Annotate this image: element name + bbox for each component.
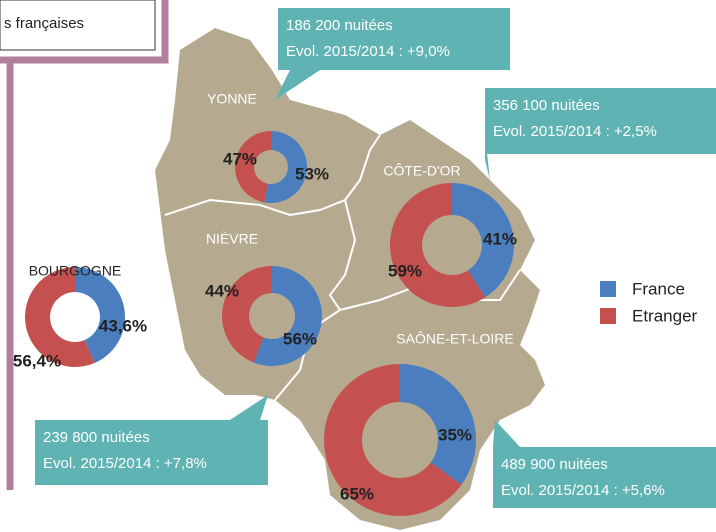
callout-pointer <box>230 395 268 420</box>
percent-label: 44% <box>205 281 239 300</box>
region-name: BOURGOGNE <box>29 263 122 279</box>
percent-label: 35% <box>438 425 472 444</box>
donut-segment <box>400 364 476 485</box>
legend-swatch <box>600 308 616 324</box>
region-name: NIÈVRE <box>206 231 258 247</box>
percent-label: 59% <box>388 261 422 280</box>
legend-label: France <box>632 279 685 298</box>
legend-swatch <box>600 281 616 297</box>
percent-label: 53% <box>295 164 329 183</box>
callout-evol: Evol. 2015/2014 : +5,6% <box>501 482 665 499</box>
callout-nuitees: 489 900 nuitées <box>501 456 608 473</box>
donut-segment <box>221 266 272 363</box>
donut-segment <box>324 364 462 516</box>
callout-pointer <box>275 70 320 100</box>
donut-segment <box>389 183 486 307</box>
callout-box <box>35 420 268 485</box>
donut-segment <box>452 183 514 298</box>
header-text: s françaises <box>4 15 84 32</box>
callout-nuitees: 239 800 nuitées <box>43 429 150 446</box>
donut-segment <box>25 267 95 367</box>
region-name: SAÔNE-ET-LOIRE <box>396 331 513 347</box>
region-name: CÔTE-D'OR <box>383 163 460 179</box>
callout-box <box>278 8 510 70</box>
percent-label: 43,6% <box>99 316 147 335</box>
callout-box <box>485 88 716 154</box>
percent-label: 56,4% <box>13 351 61 370</box>
region-name: YONNE <box>207 91 257 107</box>
donut-segment <box>253 266 322 366</box>
callout-nuitees: 356 100 nuitées <box>493 97 600 114</box>
donut-segment <box>264 131 307 203</box>
header-box <box>0 0 156 51</box>
frame <box>0 0 169 490</box>
callout-evol: Evol. 2015/2014 : +7,8% <box>43 455 207 472</box>
percent-label: 41% <box>483 229 517 248</box>
donut-segment <box>75 267 126 364</box>
donut-segment <box>234 131 271 203</box>
callout-nuitees: 186 200 nuitées <box>286 17 393 34</box>
percent-label: 47% <box>223 149 257 168</box>
callout-evol: Evol. 2015/2014 : +2,5% <box>493 123 657 140</box>
percent-label: 65% <box>340 484 374 503</box>
callout-box <box>493 447 716 508</box>
callout-pointer <box>493 420 520 447</box>
percent-label: 56% <box>283 329 317 348</box>
callout-evol: Evol. 2015/2014 : +9,0% <box>286 43 450 60</box>
legend-label: Etranger <box>632 306 698 325</box>
